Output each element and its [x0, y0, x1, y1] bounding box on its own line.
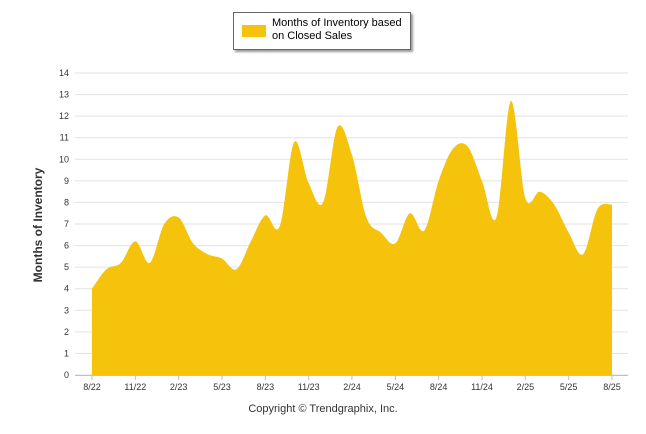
- y-tick-label: 7: [64, 219, 69, 229]
- y-tick-label: 11: [60, 133, 69, 143]
- y-tick-label: 10: [59, 154, 69, 164]
- y-tick-label: 6: [64, 241, 69, 251]
- x-tick-label: 11/24: [471, 382, 493, 392]
- x-tick-label: 2/23: [170, 382, 188, 392]
- x-tick-label: 5/24: [387, 382, 405, 392]
- y-tick-label: 12: [59, 111, 69, 121]
- y-tick-label: 0: [64, 370, 69, 380]
- x-tick-label: 8/22: [83, 382, 101, 392]
- x-tick-label: 2/25: [517, 382, 535, 392]
- inventory-area-series: [92, 100, 612, 376]
- y-tick-label: 1: [64, 348, 69, 358]
- x-tick-label: 11/23: [298, 382, 320, 392]
- copyright-text: Copyright © Trendgraphix, Inc.: [248, 403, 398, 415]
- y-tick-label: 8: [64, 197, 69, 207]
- y-tick-label: 9: [64, 176, 69, 186]
- y-tick-label: 13: [59, 90, 69, 100]
- x-tick-label: 8/23: [257, 382, 275, 392]
- y-tick-label: 2: [64, 327, 69, 337]
- legend-swatch: [242, 25, 266, 37]
- y-axis-label: Months of Inventory: [31, 167, 45, 283]
- x-tick-label: 11/22: [124, 382, 146, 392]
- y-tick-label: 4: [64, 284, 69, 294]
- legend-label: Months of Inventory based on Closed Sale…: [272, 17, 402, 42]
- y-tick-label: 3: [64, 305, 69, 315]
- x-tick-label: 8/25: [603, 382, 621, 392]
- x-tick-label: 2/24: [343, 382, 361, 392]
- x-tick-label: 5/25: [560, 382, 578, 392]
- y-tick-label: 5: [64, 262, 69, 272]
- y-tick-label: 14: [59, 68, 69, 78]
- x-tick-label: 5/23: [213, 382, 231, 392]
- x-tick-label: 8/24: [430, 382, 448, 392]
- legend: Months of Inventory based on Closed Sale…: [233, 12, 411, 50]
